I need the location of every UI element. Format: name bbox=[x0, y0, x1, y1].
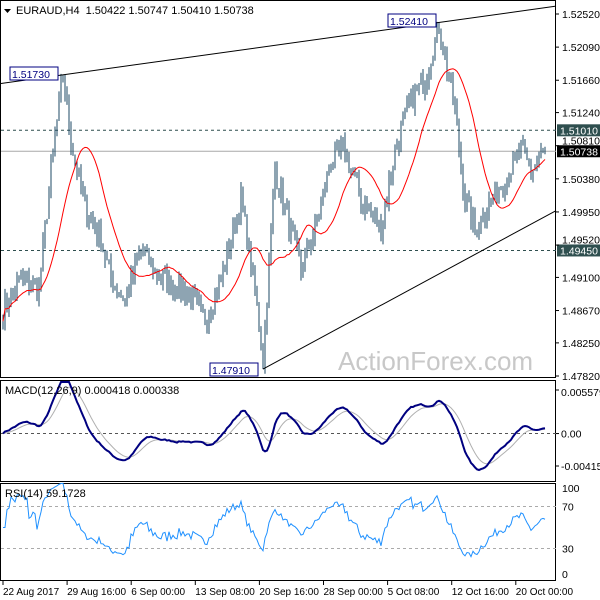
macd-signal-line bbox=[2, 386, 546, 465]
price-tick-label: 1.49520 bbox=[562, 234, 600, 246]
trendline bbox=[0, 5, 557, 85]
macd-label: MACD(12,26,9) 0.000418 0.000338 bbox=[5, 385, 179, 397]
macd-panel bbox=[0, 380, 556, 482]
support-level-label: 1.49450 bbox=[560, 245, 598, 257]
rsi-tick-label: 100 bbox=[562, 483, 580, 495]
rsi-tick-label: 70 bbox=[562, 502, 574, 514]
macd-tick-label: 0.00 bbox=[561, 429, 582, 441]
resistance-level-label: 1.51010 bbox=[560, 125, 598, 137]
rsi-line bbox=[3, 482, 546, 558]
rsi-label: RSI(14) 59.1728 bbox=[5, 488, 86, 500]
trendline bbox=[262, 210, 557, 370]
moving-average-line bbox=[2, 68, 546, 322]
high-1-label: 1.51730 bbox=[12, 69, 50, 81]
price-tick-label: 1.48250 bbox=[562, 338, 600, 350]
high-2-label-box bbox=[387, 13, 437, 28]
time-tick-label: 6 Sep 00:00 bbox=[131, 587, 185, 598]
rsi-tick-label: 30 bbox=[562, 544, 574, 556]
time-tick-label: 12 Oct 16:00 bbox=[452, 587, 510, 598]
price-tick-label: 1.49100 bbox=[562, 272, 600, 284]
support-level-tag bbox=[557, 244, 600, 257]
price-tick-label: 1.50380 bbox=[562, 174, 600, 186]
price-tick-label: 1.51660 bbox=[562, 75, 600, 87]
macd-tick-label: 0.005579 bbox=[561, 387, 600, 399]
time-tick-label: 20 Oct 00:00 bbox=[516, 587, 574, 598]
time-tick-label: 22 Aug 2017 bbox=[3, 587, 60, 598]
symbol-header: EURAUD,H4 1.50422 1.50747 1.50410 1.50738 bbox=[16, 5, 254, 17]
price-tick-label: 1.52520 bbox=[562, 9, 600, 21]
price-tick-label: 1.49950 bbox=[562, 207, 600, 219]
price-tick-label: 1.50810 bbox=[562, 135, 600, 147]
time-tick-label: 13 Sep 08:00 bbox=[195, 587, 255, 598]
price-tick-label: 1.47820 bbox=[562, 371, 600, 383]
price-tick-label: 1.51240 bbox=[562, 108, 600, 120]
price-tick-label: 1.52090 bbox=[562, 42, 600, 54]
low-label: 1.47910 bbox=[212, 365, 250, 377]
time-tick-label: 20 Sep 16:00 bbox=[259, 587, 319, 598]
time-tick-label: 5 Oct 08:00 bbox=[388, 587, 440, 598]
time-tick-label: 29 Aug 16:00 bbox=[67, 587, 126, 598]
main-panel bbox=[0, 0, 556, 378]
macd-tick-label: -0.004156 bbox=[561, 461, 600, 473]
resistance-level-tag bbox=[557, 124, 600, 137]
current-price-tag bbox=[557, 145, 600, 158]
high-1-label-box bbox=[9, 66, 59, 81]
rsi-panel bbox=[0, 483, 556, 581]
collapse-triangle-icon[interactable] bbox=[4, 9, 11, 13]
low-label-box bbox=[209, 362, 259, 377]
current-price-label: 1.50738 bbox=[560, 146, 598, 158]
time-tick-label: 28 Sep 00:00 bbox=[324, 587, 384, 598]
price-tick-label: 1.48670 bbox=[562, 306, 600, 318]
macd-line bbox=[2, 381, 546, 472]
rsi-tick-label: 0 bbox=[562, 569, 568, 581]
high-2-label: 1.52410 bbox=[390, 16, 428, 28]
watermark: ActionForex.com bbox=[338, 346, 533, 376]
